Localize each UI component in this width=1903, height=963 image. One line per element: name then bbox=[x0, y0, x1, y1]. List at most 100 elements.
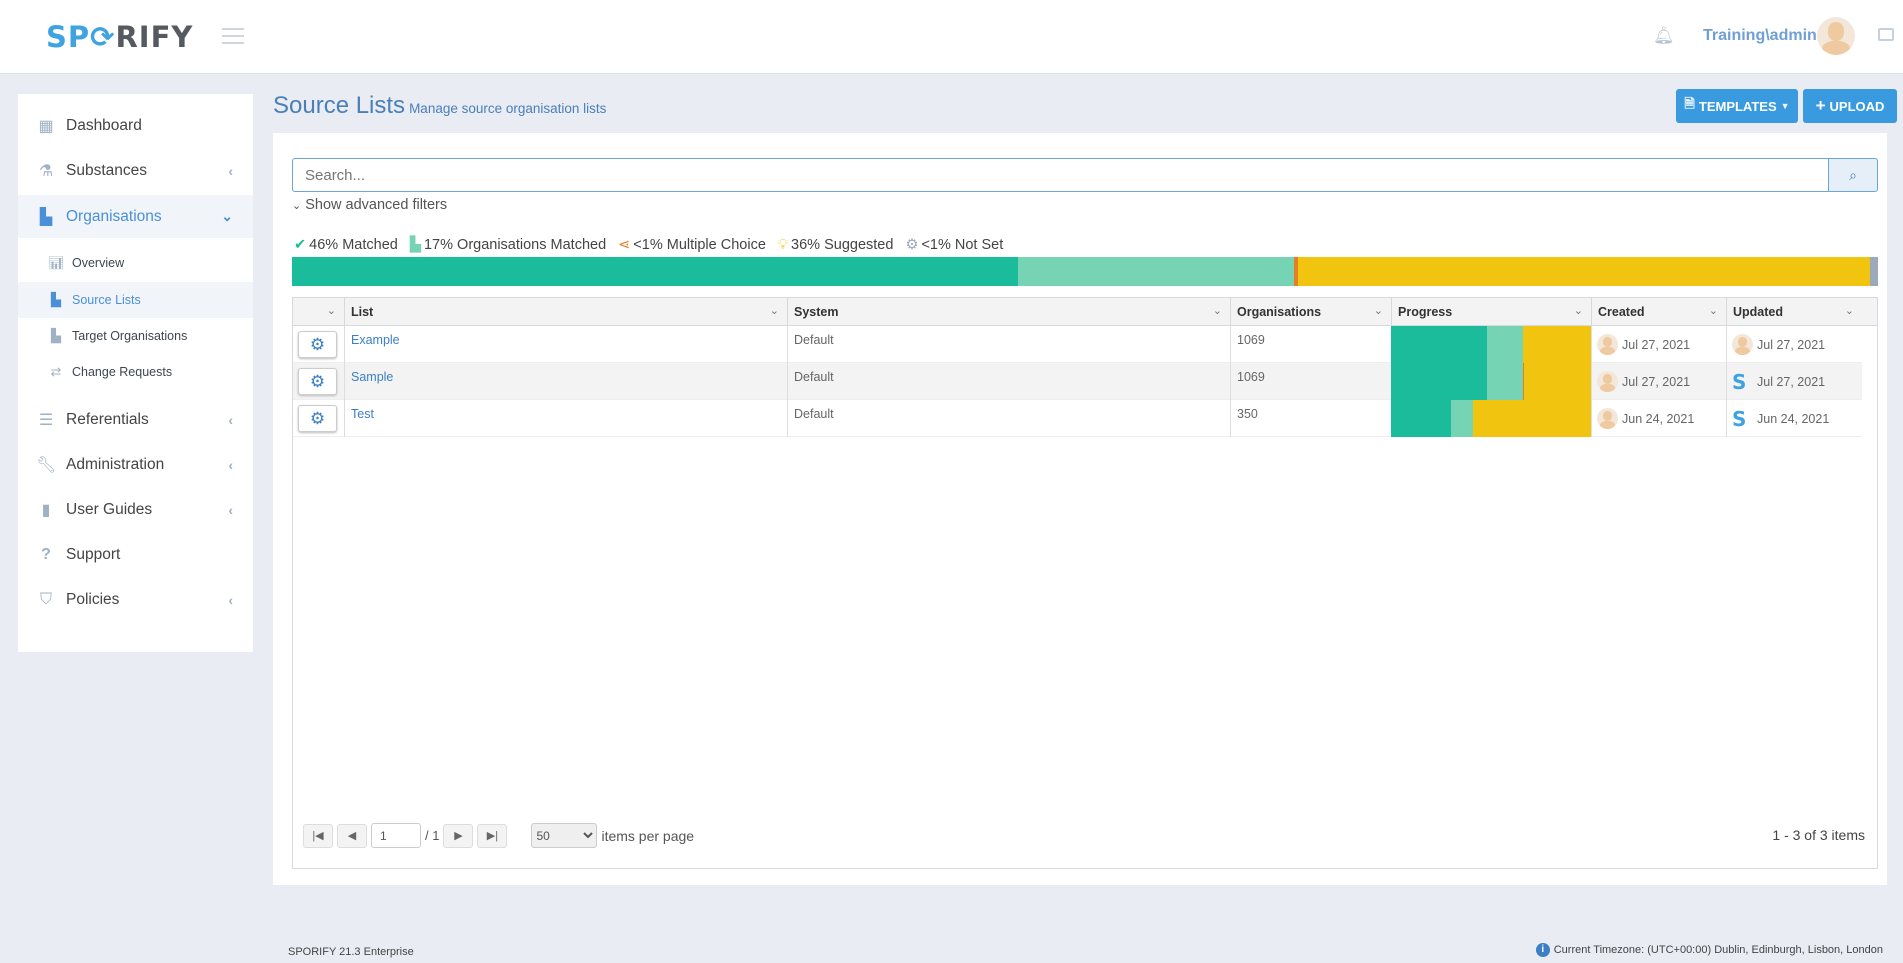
book-icon: ▮ bbox=[41, 502, 51, 519]
progress-segment bbox=[1451, 400, 1473, 437]
progress-segment bbox=[1487, 326, 1523, 363]
gear-icon: ⚙ bbox=[309, 335, 326, 354]
exchange-icon: ⇄ bbox=[50, 364, 62, 379]
info-icon: i bbox=[1535, 943, 1550, 957]
page-size-select[interactable]: 50 bbox=[531, 823, 598, 848]
gear-icon: ⚙ bbox=[309, 372, 326, 391]
summary-bar-segment bbox=[1870, 257, 1878, 286]
sporify-system-icon: S bbox=[1732, 369, 1747, 394]
row-actions-cell: ⚙ bbox=[293, 326, 344, 363]
chevron-left-icon: ‹ bbox=[228, 502, 233, 518]
chevron-down-icon: ⌄ bbox=[1844, 305, 1854, 317]
sidebar-item-dashboard[interactable]: ▦ Dashboard bbox=[18, 112, 253, 140]
chevron-left-icon: ‹ bbox=[228, 163, 233, 179]
sidebar-item-overview[interactable]: 📊︎ Overview bbox=[48, 255, 125, 270]
page-subtitle: Manage source organisation lists bbox=[409, 101, 607, 116]
column-header-system[interactable]: System ⌄ bbox=[787, 298, 1230, 326]
table-row[interactable]: ⚙ Sample Default 1069 Jul 27, 2021 S Jul 27, 2… bbox=[293, 363, 1862, 400]
updated-cell: S Jun 24, 2021 bbox=[1726, 400, 1862, 437]
column-header-organisations[interactable]: Organisations ⌄ bbox=[1230, 298, 1391, 326]
list-link[interactable]: Example bbox=[351, 333, 400, 347]
user-name[interactable]: Training\admin bbox=[1703, 27, 1817, 44]
show-advanced-filters-link[interactable]: ⌄ Show advanced filters bbox=[292, 197, 448, 213]
chevron-down-icon: ⌄ bbox=[221, 208, 233, 224]
sporify-logo[interactable]: SP⟳RIFY bbox=[46, 20, 194, 54]
row-settings-button[interactable]: ⚙ bbox=[298, 331, 337, 358]
page-number-input[interactable] bbox=[371, 823, 421, 848]
match-summary-legend: ✔ 46% Matched ▙ 17% Organisations Matched … bbox=[294, 237, 1003, 253]
sporify-system-icon: S bbox=[1732, 406, 1747, 431]
sidebar-item-source-lists[interactable]: ▙ Source Lists bbox=[18, 282, 253, 318]
bar-chart-icon: 📊︎ bbox=[48, 255, 65, 270]
progress-bar bbox=[1391, 326, 1591, 363]
progress-segment bbox=[1391, 363, 1487, 400]
table-row[interactable]: ⚙ Example Default 1069 Jul 27, 2021 Jul 27, 2… bbox=[293, 326, 1862, 363]
summary-bar-segment bbox=[1297, 257, 1871, 286]
column-header-created[interactable]: Created ⌄ bbox=[1591, 298, 1726, 326]
next-page-button[interactable]: ▶ bbox=[443, 823, 474, 848]
sidebar-item-change-requests[interactable]: ⇄ Change Requests bbox=[18, 359, 253, 385]
hamburger-menu-icon[interactable] bbox=[222, 28, 244, 44]
sidebar-item-support[interactable]: ? Support bbox=[18, 541, 253, 569]
avatar bbox=[1732, 334, 1753, 355]
search-button[interactable]: ⌕ bbox=[1828, 158, 1878, 192]
list-link[interactable]: Sample bbox=[351, 370, 394, 384]
sidebar-item-referentials[interactable]: ☰ Referentials ‹ bbox=[18, 406, 253, 434]
items-per-page-label: items per page bbox=[601, 827, 695, 844]
gear-icon: ⚙ bbox=[309, 409, 326, 428]
row-settings-button[interactable]: ⚙ bbox=[298, 405, 337, 432]
templates-button[interactable]: 🗎 TEMPLATES ▼ bbox=[1676, 89, 1798, 123]
shield-icon: ⛉ bbox=[39, 591, 52, 608]
system-cell: Default bbox=[787, 400, 1230, 437]
avatar bbox=[1597, 371, 1618, 392]
legend-suggested: 💡︎ 36% Suggested bbox=[777, 237, 894, 253]
chevron-down-icon: ⌄ bbox=[1573, 305, 1583, 317]
sidebar-item-administration[interactable]: 🔧︎ Administration ‹ bbox=[36, 456, 233, 474]
chevron-down-icon: ⌄ bbox=[1708, 305, 1718, 317]
prev-page-button[interactable]: ◀ bbox=[337, 823, 367, 848]
system-cell: Default bbox=[787, 363, 1230, 400]
system-cell: Default bbox=[787, 326, 1230, 363]
progress-segment bbox=[1473, 400, 1591, 437]
match-summary-bar bbox=[292, 257, 1878, 286]
column-header-progress[interactable]: Progress ⌄ bbox=[1391, 298, 1591, 326]
progress-segment bbox=[1391, 326, 1487, 363]
upload-button[interactable]: + UPLOAD bbox=[1803, 89, 1897, 123]
column-header-updated[interactable]: Updated ⌄ bbox=[1726, 298, 1862, 326]
legend-multiple-choice: ⋖ <1% Multiple Choice bbox=[618, 237, 766, 253]
summary-bar-segment bbox=[1018, 257, 1295, 286]
column-header-list[interactable]: List ⌄ bbox=[344, 298, 787, 326]
sidebar-item-target-organisations[interactable]: ▙ Target Organisations bbox=[18, 323, 253, 349]
legend-matched: ✔ 46% Matched bbox=[294, 237, 398, 253]
column-menu-header[interactable]: ⌄ bbox=[293, 298, 344, 326]
progress-segment bbox=[1391, 400, 1451, 437]
list-icon: ☰ bbox=[38, 412, 54, 429]
created-cell: Jul 27, 2021 bbox=[1591, 326, 1726, 363]
grid-icon: ▦ bbox=[38, 118, 54, 135]
chevron-down-icon: ⌄ bbox=[769, 305, 779, 317]
table-row[interactable]: ⚙ Test Default 350 Jun 24, 2021 S Jun 24, 2021 bbox=[293, 400, 1862, 437]
summary-bar-segment bbox=[1294, 257, 1298, 286]
chat-icon[interactable] bbox=[1878, 28, 1894, 41]
first-page-button[interactable]: |◀ bbox=[303, 823, 333, 848]
bell-icon[interactable]: 🔔︎ bbox=[1653, 26, 1675, 45]
sidebar-item-user-guides[interactable]: ▮ User Guides ‹ bbox=[18, 496, 253, 524]
chevron-down-icon: ⌄ bbox=[1373, 305, 1383, 317]
search-input[interactable] bbox=[292, 158, 1829, 192]
chevron-down-icon: ⌄ bbox=[292, 200, 302, 212]
sidebar-item-policies[interactable]: ⛉ Policies ‹ bbox=[18, 586, 253, 614]
created-cell: Jul 27, 2021 bbox=[1591, 363, 1726, 400]
list-link[interactable]: Test bbox=[351, 407, 374, 421]
sidebar-item-organisations[interactable]: ▙ Organisations ⌄ bbox=[18, 195, 253, 238]
row-actions-cell: ⚙ bbox=[293, 400, 344, 437]
last-page-button[interactable]: ▶| bbox=[477, 823, 508, 848]
lightbulb-icon: 💡︎ bbox=[777, 237, 789, 253]
row-settings-button[interactable]: ⚙ bbox=[298, 368, 337, 395]
avatar[interactable] bbox=[1817, 17, 1855, 55]
chevron-down-icon: ⌄ bbox=[326, 305, 336, 317]
legend-not-set: ⚙ <1% Not Set bbox=[905, 237, 1004, 253]
created-cell: Jun 24, 2021 bbox=[1591, 400, 1726, 437]
sidebar-item-substances[interactable]: ⚗ Substances ‹ bbox=[18, 157, 253, 185]
pager: |◀ ◀ / 1 ▶ ▶| 50 items per page bbox=[303, 823, 694, 848]
legend-organisations-matched: ▙ 17% Organisations Matched bbox=[409, 237, 607, 253]
